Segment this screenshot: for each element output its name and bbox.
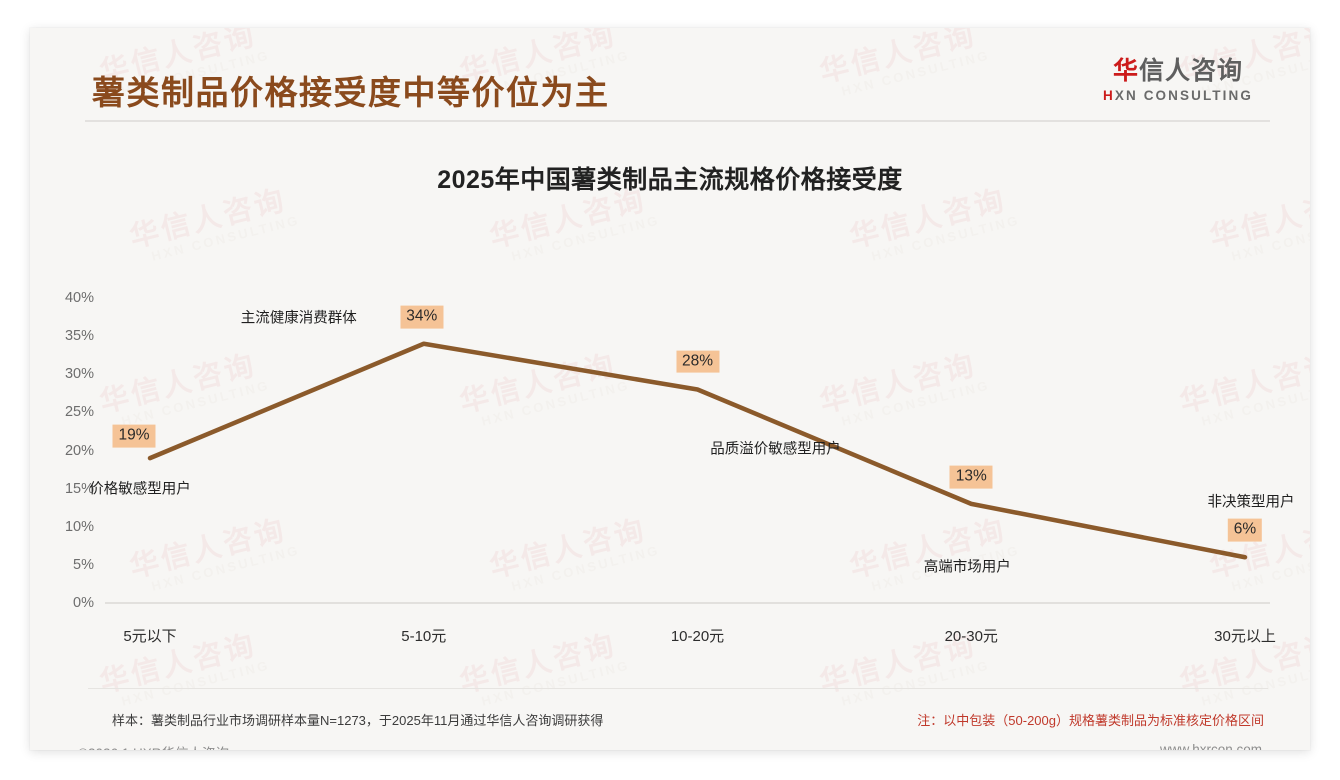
y-axis-tick-label: 15% <box>64 480 94 497</box>
y-axis-tick-label: 0% <box>73 595 94 611</box>
data-series-line <box>147 341 1248 560</box>
spec-note: 注：以中包装（50-200g）规格薯类制品为标准核定价格区间 <box>917 713 1264 728</box>
x-axis-tick-label: 20-30元 <box>944 628 998 645</box>
y-axis-tick-label: 30% <box>64 366 94 383</box>
data-point-label: 28% <box>675 350 720 373</box>
logo-cn-red-char: 华 <box>1112 57 1139 85</box>
x-axis-tick-label: 5元以下 <box>123 628 177 645</box>
logo-english-text: HXN CONSULTING <box>1094 88 1262 103</box>
slide-header: 薯类制品价格接受度中等价位为主 华信人咨询 HXN CONSULTING <box>30 28 1310 120</box>
x-axis-tick-label: 30元以上 <box>1214 628 1276 645</box>
footer-divider <box>88 688 1268 689</box>
slide-card: 华信人咨询 HXN CONSULTING 华信人咨询 HXN CONSULTING 华信… <box>30 28 1310 750</box>
website-text: www.hxrcon.com <box>1159 742 1262 750</box>
y-axis-tick-label: 40% <box>64 290 94 306</box>
y-axis-tick-label: 35% <box>64 328 94 345</box>
watermark-english: HXN CONSULTING <box>119 657 272 710</box>
watermark-english: HXN CONSULTING <box>839 657 992 710</box>
data-point-label: 34% <box>400 305 444 329</box>
x-axis-tick-label: 10-20元 <box>670 628 725 645</box>
segment-annotation: 主流健康消费群体 <box>240 310 357 327</box>
logo-en-rest: XN CONSULTING <box>1114 87 1253 103</box>
copyright-text: ©2026.1 HXR华信人咨询 <box>78 742 229 750</box>
line-chart: 40% 35% 30% 25% 20% 15% 10% 5% 0% 5元以下 5-10元 10-20元… <box>30 238 1310 658</box>
chart-title: 2025年中国薯类制品主流规格价格接受度 <box>437 166 903 194</box>
data-point-label: 19% <box>112 424 156 448</box>
segment-annotation: 非决策型用户 <box>1207 494 1295 511</box>
page-title: 薯类制品价格接受度中等价位为主 <box>92 74 610 111</box>
x-axis-tick-label: 5-10元 <box>401 628 447 645</box>
y-axis-tick-label: 5% <box>73 556 94 573</box>
header-divider <box>85 120 1270 122</box>
logo-chinese-text: 华信人咨询 <box>1094 57 1262 86</box>
data-point-label: 13% <box>949 465 993 489</box>
chart-svg <box>105 341 1270 604</box>
data-point-label: 6% <box>1227 518 1263 542</box>
segment-annotation: 高端市场用户 <box>923 559 1011 576</box>
y-axis-tick-label: 10% <box>64 518 94 535</box>
logo-en-red-char: H <box>1103 87 1115 103</box>
watermark-english: HXN CONSULTING <box>479 657 632 710</box>
sample-note: 样本：薯类制品行业市场调研样本量N=1273，于2025年11月通过华信人咨询调… <box>112 713 604 728</box>
logo-cn-rest: 信人咨询 <box>1139 57 1244 85</box>
y-axis-tick-label: 25% <box>64 404 94 421</box>
company-logo: 华信人咨询 HXN CONSULTING <box>1094 57 1262 103</box>
y-axis-tick-label: 20% <box>64 442 94 459</box>
segment-annotation: 价格敏感型用户 <box>89 481 191 498</box>
segment-annotation: 品质溢价敏感型用户 <box>710 441 841 457</box>
watermark-english: HXN CONSULTING <box>1199 657 1310 710</box>
